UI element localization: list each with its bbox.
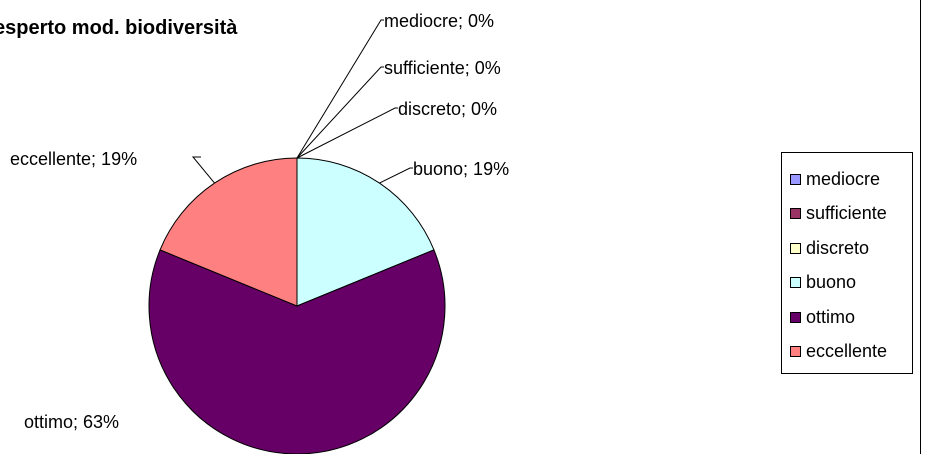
chart-title: esperto mod. biodiversità xyxy=(0,17,238,39)
legend: mediocre sufficiente discreto buono ottimo ec… xyxy=(781,152,913,374)
legend-label-buono: buono xyxy=(806,272,857,293)
data-label-ottimo: ottimo; 63% xyxy=(24,412,119,432)
legend-swatch-mediocre xyxy=(790,173,801,185)
legend-swatch-ottimo xyxy=(790,311,801,323)
data-label-mediocre: mediocre; 0% xyxy=(384,11,494,31)
legend-swatch-discreto xyxy=(790,242,801,254)
legend-label-ottimo: ottimo xyxy=(806,306,856,327)
pie-slice-buono xyxy=(296,157,435,307)
legend-label-sufficiente: sufficiente xyxy=(806,203,887,224)
legend-label-eccellente: eccellente xyxy=(806,341,888,362)
pie-slice-eccellente xyxy=(159,157,298,307)
data-label-eccellente: eccellente; 19% xyxy=(10,149,137,169)
legend-item-sufficiente: sufficiente xyxy=(782,197,912,232)
leader-line-buono xyxy=(379,167,413,184)
data-label-sufficiente: sufficiente; 0% xyxy=(384,58,501,78)
legend-swatch-buono xyxy=(790,277,801,289)
legend-swatch-sufficiente xyxy=(790,208,801,220)
legend-item-eccellente: eccellente xyxy=(782,335,912,370)
leader-line-eccellente xyxy=(191,156,215,184)
legend-item-mediocre: mediocre xyxy=(782,162,912,197)
leader-line-sufficiente xyxy=(296,66,384,159)
leader-line-mediocre xyxy=(296,19,384,159)
legend-label-mediocre: mediocre xyxy=(806,168,881,189)
data-label-discreto: discreto; 0% xyxy=(398,99,497,119)
legend-item-buono: buono xyxy=(782,266,912,301)
legend-item-discreto: discreto xyxy=(782,231,912,266)
legend-swatch-eccellente xyxy=(790,346,801,358)
legend-label-discreto: discreto xyxy=(806,237,870,258)
plot-border xyxy=(920,0,921,454)
leader-line-discreto xyxy=(296,107,398,159)
legend-item-ottimo: ottimo xyxy=(782,300,912,335)
data-label-buono: buono; 19% xyxy=(413,159,509,179)
